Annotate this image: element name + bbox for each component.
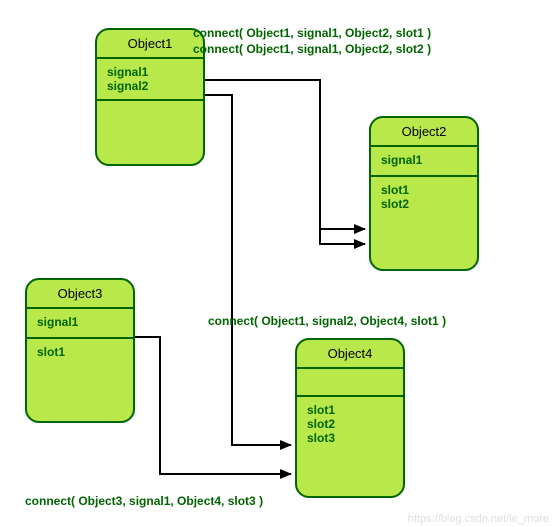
- object-section: signal1: [27, 309, 133, 337]
- object-section: signal1signal2: [97, 59, 203, 99]
- slot-label: slot1: [307, 403, 393, 417]
- object-obj2: Object2 signal1 slot1slot2: [369, 116, 479, 271]
- slot-label: signal1: [381, 153, 467, 167]
- connect-label-4: connect( Object3, signal1, Object4, slot…: [25, 494, 263, 508]
- object-title: Object2: [371, 118, 477, 147]
- slot-label: signal2: [107, 79, 193, 93]
- object-obj1: Object1signal1signal2: [95, 28, 205, 166]
- connect-label-2: connect( Object1, signal1, Object2, slot…: [193, 42, 431, 56]
- object-title: Object4: [297, 340, 403, 369]
- connection-arrow: [205, 80, 365, 229]
- connection-arrow: [205, 80, 365, 244]
- connect-label-1: connect( Object1, signal1, Object2, slot…: [193, 26, 431, 40]
- slot-label: signal1: [37, 315, 123, 329]
- slot-label: slot3: [307, 431, 393, 445]
- slot-label: slot2: [381, 197, 467, 211]
- slot-label: slot2: [307, 417, 393, 431]
- object-section: slot1: [27, 337, 133, 365]
- slot-label: slot1: [37, 345, 123, 359]
- connection-arrow: [205, 95, 291, 445]
- connection-arrow: [135, 337, 291, 474]
- slot-label: signal1: [107, 65, 193, 79]
- connect-label-3: connect( Object1, signal2, Object4, slot…: [208, 314, 446, 328]
- object-obj3: Object3 signal1 slot1: [25, 278, 135, 423]
- object-title: Object1: [97, 30, 203, 59]
- object-section: slot1slot2: [371, 175, 477, 217]
- object-title: Object3: [27, 280, 133, 309]
- slot-label: slot1: [381, 183, 467, 197]
- object-section: [97, 99, 203, 125]
- watermark: https://blog.csdn.net/le_more: [408, 513, 549, 525]
- object-section: signal1: [371, 147, 477, 175]
- object-obj4: Object4 slot1slot2slot3: [295, 338, 405, 498]
- object-section: slot1slot2slot3: [297, 395, 403, 451]
- object-section: [297, 369, 403, 395]
